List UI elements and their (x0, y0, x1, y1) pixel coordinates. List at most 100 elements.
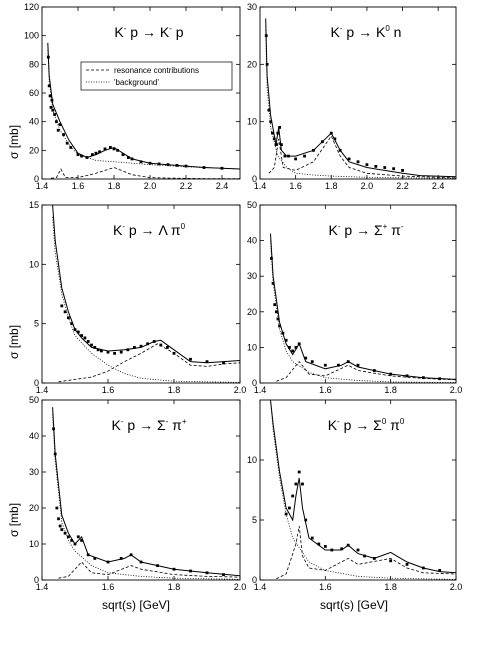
data-point (70, 539, 74, 542)
data-point (86, 340, 90, 343)
data-point (106, 560, 110, 564)
data-point (76, 153, 80, 157)
data-point (93, 346, 97, 349)
x-tick-label: 1.6 (102, 385, 115, 395)
data-point (220, 166, 224, 170)
data-point (317, 542, 321, 546)
plot-frame (41, 399, 241, 581)
data-point (90, 343, 93, 347)
data-point (80, 539, 83, 542)
y-tick-label: 10 (29, 539, 39, 549)
total-curve (270, 400, 456, 574)
x-tick-label: 1.8 (108, 181, 121, 191)
data-point (278, 324, 281, 328)
data-point (294, 482, 298, 486)
data-point (329, 131, 333, 135)
data-point (291, 494, 295, 498)
data-point (50, 98, 54, 102)
legend-label-resonance: resonance contributions (114, 66, 199, 75)
y-tick-label: 120 (24, 2, 39, 12)
data-point (363, 554, 366, 558)
data-point (106, 350, 110, 354)
data-point (91, 153, 94, 157)
data-point (389, 372, 393, 376)
x-tick-label: 1.6 (319, 582, 332, 592)
background-curve (265, 29, 456, 179)
data-point (270, 257, 273, 260)
data-point (139, 344, 143, 348)
xlabel-right: sqrt(s) [GeV] (320, 598, 388, 612)
data-point (205, 360, 209, 364)
resonance-curve (50, 167, 240, 179)
resonance-curve (268, 135, 456, 179)
background-curve (270, 400, 456, 580)
y-tick-label: 10 (247, 342, 257, 352)
data-point (301, 482, 304, 486)
y-tick-label: 0 (252, 378, 257, 388)
y-tick-label: 15 (29, 200, 39, 210)
data-point (55, 506, 59, 510)
data-point (58, 123, 62, 126)
xlabel-left: sqrt(s) [GeV] (102, 598, 170, 612)
data-point (80, 334, 83, 337)
data-point (323, 363, 327, 367)
data-point (146, 342, 149, 346)
ylabel-middle: σ [mb] (7, 325, 21, 359)
x-tick-label: 1.8 (168, 385, 181, 395)
data-point (278, 126, 281, 129)
ylabel-top: σ [mb] (7, 125, 21, 159)
data-point (67, 316, 70, 320)
data-point (85, 156, 89, 159)
data-point (113, 351, 116, 355)
data-point (271, 131, 274, 135)
data-point (284, 338, 288, 342)
data-point (119, 350, 123, 354)
data-point (320, 140, 324, 144)
y-tick-label: 0 (34, 174, 39, 184)
data-point (94, 151, 98, 155)
data-point (53, 113, 56, 116)
y-tick-label: 10 (247, 455, 257, 465)
data-point (222, 361, 225, 365)
ylabel-bottom: σ [mb] (7, 503, 21, 537)
data-point (279, 143, 283, 146)
y-tick-label: 50 (29, 395, 39, 405)
x-tick-label: 2.0 (234, 385, 247, 395)
data-point (70, 322, 74, 326)
y-tick-label: 60 (29, 88, 39, 98)
data-point (100, 349, 103, 353)
y-tick-label: 30 (247, 2, 257, 12)
data-point (172, 567, 176, 571)
data-point (297, 470, 301, 474)
data-point (356, 363, 360, 367)
data-point (392, 167, 396, 171)
x-tick-label: 1.8 (168, 582, 181, 592)
data-point (65, 141, 69, 145)
data-point (116, 148, 119, 152)
data-point (73, 542, 77, 546)
data-point (274, 310, 278, 314)
x-tick-label: 2.2 (180, 181, 193, 191)
data-point (310, 360, 314, 364)
panel-2: 1.4 1.6 1.8 2.0 2.2 2.4 0 10 20 30 K- p → K0 n (247, 2, 457, 191)
data-point (337, 363, 340, 367)
data-point (273, 303, 277, 307)
panel-5: 1.4 1.6 1.8 2.0 0 10 20 30 40 50 K- p → Σ- π+ (29, 395, 246, 592)
data-point (405, 374, 409, 378)
y-tick-label: 0 (34, 575, 39, 585)
panel-title: K- p → Σ+ π- (328, 222, 403, 238)
data-point (281, 331, 285, 335)
data-point (294, 346, 298, 349)
y-tick-label: 40 (29, 431, 39, 441)
total-curve (52, 205, 240, 364)
data-point (55, 120, 58, 124)
data-point (304, 356, 308, 360)
data-point (372, 557, 376, 560)
data-point (389, 559, 393, 563)
data-point (156, 564, 159, 567)
data-point (284, 512, 288, 516)
data-point (152, 340, 156, 343)
y-tick-label: 20 (29, 503, 39, 513)
x-tick-label: 2.4 (432, 181, 445, 191)
